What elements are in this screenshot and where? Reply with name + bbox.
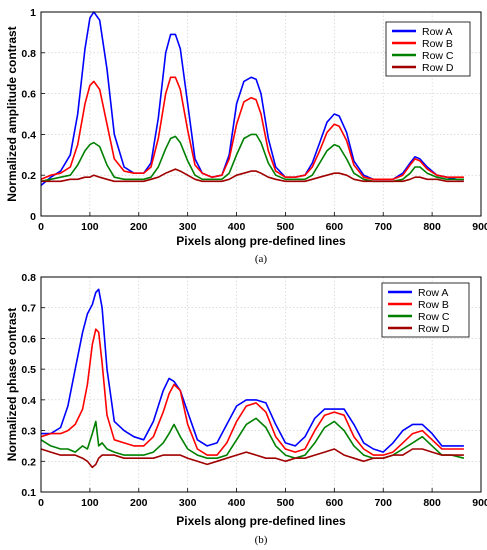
series-line-2 [40, 76, 464, 181]
legend-label-1: Row A [418, 287, 448, 299]
y-tick-label: 0.5 [21, 364, 36, 376]
series-line-4 [41, 168, 464, 183]
x-axis-label: Pixels along pre-defined lines [176, 234, 346, 248]
x-tick-label: 400 [228, 221, 246, 233]
chart-panel-a: 0 100 200 300 400 500 600 700 800 900 0 0.2 0.4 0.6 0.… [5, 7, 487, 265]
x-tick-label: 200 [130, 497, 148, 509]
series-line-2 [40, 328, 464, 456]
x-tick-label: 600 [326, 221, 344, 233]
x-tick-label: 900 [472, 497, 487, 509]
legend-label-4: Row D [418, 323, 450, 335]
y-axis-label: Normalized phase contrast [5, 308, 19, 461]
y-tick-label: 0.7 [21, 303, 36, 315]
x-tick-label: 0 [38, 221, 44, 233]
x-tick-label: 700 [374, 221, 392, 233]
y-tick-label: 0.4 [21, 395, 36, 407]
x-tick-label: 100 [81, 221, 99, 233]
y-tick-label: 0.2 [21, 456, 36, 468]
y-tick-label: 0.1 [21, 487, 36, 499]
legend-label-4: Row D [422, 62, 454, 74]
y-tick-label: 0.6 [21, 333, 36, 345]
panel-caption: (b) [255, 534, 268, 546]
x-tick-label: 0 [38, 497, 44, 509]
legend-label-1: Row A [422, 26, 452, 38]
x-tick-label: 500 [277, 221, 295, 233]
x-tick-label: 400 [228, 497, 246, 509]
y-tick-label: 0 [30, 211, 36, 223]
y-tick-label: 0.8 [21, 272, 36, 284]
legend-label-3: Row C [418, 311, 450, 323]
legend-label-2: Row B [422, 38, 453, 50]
panel-caption: (a) [255, 253, 268, 265]
y-tick-label: 0.2 [21, 170, 36, 182]
axes-frame [40, 276, 482, 493]
axes-frame [40, 11, 482, 217]
y-tick-label: 0.6 [21, 89, 36, 101]
legend-label-3: Row C [422, 50, 454, 62]
x-tick-label: 800 [423, 497, 441, 509]
x-axis-label: Pixels along pre-defined lines [176, 514, 346, 528]
x-tick-label: 700 [374, 497, 392, 509]
x-tick-label: 300 [179, 497, 197, 509]
y-tick-label: 1 [30, 7, 36, 19]
chart-panel-b: 0 100 200 300 400 500 600 700 800 900 0.1 0.2 0.3 0.4… [5, 272, 487, 546]
x-tick-label: 100 [81, 497, 99, 509]
x-tick-label: 500 [277, 497, 295, 509]
x-tick-label: 800 [423, 221, 441, 233]
x-tick-label: 300 [179, 221, 197, 233]
x-tick-label: 200 [130, 221, 148, 233]
x-tick-label: 600 [326, 497, 344, 509]
y-tick-label: 0.8 [21, 48, 36, 60]
x-tick-label: 900 [472, 221, 487, 233]
y-axis-label: Normalized amplitude contrast [5, 26, 19, 201]
y-tick-label: 0.4 [21, 129, 36, 141]
y-tick-label: 0.3 [21, 426, 36, 438]
legend-label-2: Row B [418, 299, 449, 311]
series-line-1 [41, 288, 464, 453]
series-line-4 [40, 448, 464, 469]
